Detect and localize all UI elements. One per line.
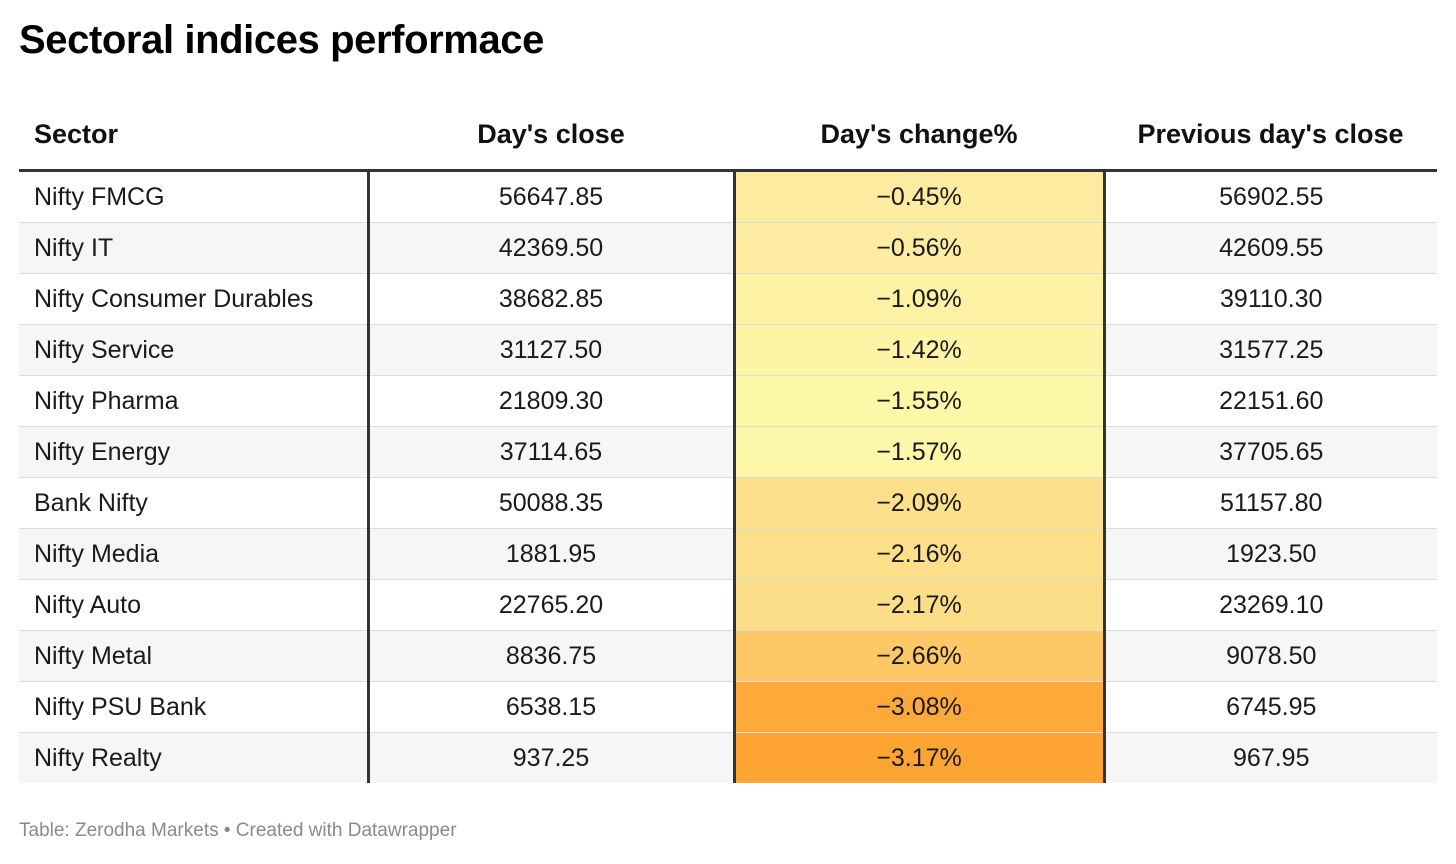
cell-sector: Nifty Media (19, 528, 370, 580)
cell-previous-close: 1923.50 (1104, 528, 1437, 580)
cell-days-close: 21809.30 (368, 375, 736, 427)
table-row: Nifty Consumer Durables 38682.85 −1.09% 391… (19, 273, 1437, 325)
sector-table: Sector Day's close Day's change% Previou… (19, 100, 1437, 783)
cell-days-change: −1.42% (734, 324, 1106, 376)
cell-sector: Nifty Service (19, 324, 370, 376)
cell-previous-close: 42609.55 (1104, 222, 1437, 274)
cell-days-close: 22765.20 (368, 579, 736, 631)
cell-days-change: −1.09% (734, 273, 1106, 325)
cell-days-close: 38682.85 (368, 273, 736, 325)
cell-days-close: 50088.35 (368, 477, 736, 529)
table-row: Nifty FMCG 56647.85 −0.45% 56902.55 (19, 170, 1437, 223)
cell-days-close: 8836.75 (368, 630, 736, 682)
cell-days-change: −1.57% (734, 426, 1106, 478)
cell-days-change: −2.09% (734, 477, 1106, 529)
cell-sector: Nifty PSU Bank (19, 681, 370, 733)
table-row: Nifty IT 42369.50 −0.56% 42609.55 (19, 222, 1437, 274)
cell-previous-close: 51157.80 (1104, 477, 1437, 529)
cell-days-change: −1.55% (734, 375, 1106, 427)
cell-previous-close: 6745.95 (1104, 681, 1437, 733)
cell-previous-close: 56902.55 (1104, 170, 1437, 223)
column-header-sector[interactable]: Sector (19, 100, 368, 172)
table-row: Nifty Energy 37114.65 −1.57% 37705.65 (19, 426, 1437, 478)
cell-days-close: 31127.50 (368, 324, 736, 376)
cell-sector: Nifty Energy (19, 426, 370, 478)
table-row: Nifty PSU Bank 6538.15 −3.08% 6745.95 (19, 681, 1437, 733)
table-header-row: Sector Day's close Day's change% Previou… (19, 100, 1437, 172)
cell-previous-close: 23269.10 (1104, 579, 1437, 631)
cell-sector: Nifty Metal (19, 630, 370, 682)
cell-days-change: −2.16% (734, 528, 1106, 580)
table-body: Nifty FMCG 56647.85 −0.45% 56902.55 Nifty IT… (19, 170, 1437, 783)
cell-previous-close: 967.95 (1104, 732, 1437, 783)
cell-days-change: −3.17% (734, 732, 1106, 783)
table-row: Nifty Metal 8836.75 −2.66% 9078.50 (19, 630, 1437, 682)
table-row: Nifty Service 31127.50 −1.42% 31577.25 (19, 324, 1437, 376)
cell-days-change: −2.17% (734, 579, 1106, 631)
cell-days-close: 937.25 (368, 732, 736, 783)
column-header-days-close[interactable]: Day's close (368, 100, 734, 172)
cell-sector: Bank Nifty (19, 477, 370, 529)
cell-days-change: −2.66% (734, 630, 1106, 682)
cell-days-change: −0.45% (734, 170, 1106, 223)
cell-previous-close: 9078.50 (1104, 630, 1437, 682)
cell-previous-close: 37705.65 (1104, 426, 1437, 478)
table-row: Nifty Realty 937.25 −3.17% 967.95 (19, 732, 1437, 783)
cell-days-change: −3.08% (734, 681, 1106, 733)
cell-days-close: 1881.95 (368, 528, 736, 580)
table-row: Nifty Pharma 21809.30 −1.55% 22151.60 (19, 375, 1437, 427)
cell-days-change: −0.56% (734, 222, 1106, 274)
cell-previous-close: 31577.25 (1104, 324, 1437, 376)
cell-days-close: 37114.65 (368, 426, 736, 478)
cell-sector: Nifty Consumer Durables (19, 273, 370, 325)
table-row: Nifty Auto 22765.20 −2.17% 23269.10 (19, 579, 1437, 631)
cell-sector: Nifty IT (19, 222, 370, 274)
column-header-days-change[interactable]: Day's change% (734, 100, 1104, 172)
cell-days-close: 6538.15 (368, 681, 736, 733)
column-header-previous-close[interactable]: Previous day's close (1104, 100, 1437, 172)
cell-days-close: 56647.85 (368, 170, 736, 223)
cell-sector: Nifty FMCG (19, 170, 370, 223)
cell-days-close: 42369.50 (368, 222, 736, 274)
cell-previous-close: 22151.60 (1104, 375, 1437, 427)
cell-previous-close: 39110.30 (1104, 273, 1437, 325)
table-row: Bank Nifty 50088.35 −2.09% 51157.80 (19, 477, 1437, 529)
source-note: Table: Zerodha Markets • Created with Da… (19, 820, 457, 841)
page-title: Sectoral indices performace (19, 18, 544, 62)
table-row: Nifty Media 1881.95 −2.16% 1923.50 (19, 528, 1437, 580)
cell-sector: Nifty Auto (19, 579, 370, 631)
cell-sector: Nifty Pharma (19, 375, 370, 427)
cell-sector: Nifty Realty (19, 732, 370, 783)
